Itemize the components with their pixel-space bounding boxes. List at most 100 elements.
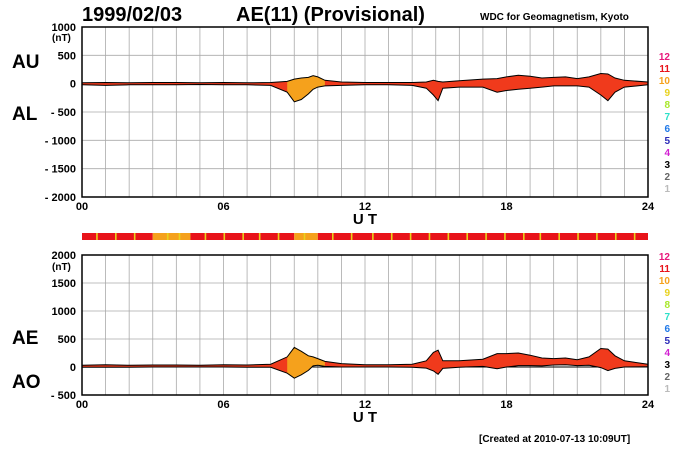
activity-mark — [350, 233, 353, 240]
activity-mark — [614, 233, 617, 240]
x-tick-label: 24 — [642, 201, 655, 213]
series-area-fill — [82, 347, 648, 379]
x-axis-label: U T — [353, 409, 377, 426]
au-label: AU — [12, 52, 40, 73]
x-tick-label: 24 — [642, 399, 655, 411]
x-tick-label: 18 — [500, 201, 512, 213]
x-tick-label: 00 — [76, 201, 88, 213]
unit-label-top: (nT) — [52, 33, 71, 44]
activity-mark — [178, 233, 181, 240]
activity-mark — [504, 233, 506, 240]
legend-bottom: 12 11 10 9 8 7 6 5 4 3 2 1 — [650, 252, 670, 402]
legend-item: 6 — [664, 124, 670, 135]
x-tick-label: 06 — [217, 201, 229, 213]
activity-segment — [82, 233, 153, 240]
activity-mark — [223, 233, 226, 240]
activity-mark — [204, 233, 207, 240]
activity-segment — [294, 233, 318, 240]
legend-item: 5 — [664, 136, 670, 147]
series-line-ae — [81, 346, 649, 366]
legend-top: 12 11 10 9 8 7 6 5 4 3 2 1 — [650, 52, 670, 202]
y-tick-label: 1000 — [52, 22, 76, 34]
activity-mark — [372, 233, 374, 240]
series-line-ao — [81, 364, 649, 379]
legend-item: 8 — [664, 100, 670, 111]
high-activity-fill — [287, 75, 325, 102]
legend-item: 8 — [664, 300, 670, 311]
legend-item: 10 — [658, 76, 670, 87]
activity-segment — [317, 233, 648, 240]
ae-label: AE — [12, 328, 39, 349]
activity-mark — [633, 233, 636, 240]
x-tick-label: 12 — [359, 399, 371, 411]
legend-item: 7 — [664, 312, 670, 323]
activity-mark — [258, 233, 261, 240]
legend-item: 7 — [664, 112, 670, 123]
unit-label-bottom: (nT) — [52, 262, 71, 273]
legend-item: 12 — [658, 52, 670, 63]
activity-mark — [558, 233, 560, 240]
x-axis-label: U T — [353, 211, 377, 228]
plot-frame — [81, 26, 649, 198]
x-tick-label: 06 — [217, 399, 229, 411]
date-label: 1999/02/03 — [82, 4, 183, 26]
legend-item: 12 — [658, 252, 670, 263]
activity-mark — [409, 233, 412, 240]
activity-bar — [82, 233, 648, 240]
y-tick-label: - 1500 — [45, 164, 76, 176]
y-tick-label: - 2000 — [45, 192, 76, 204]
high-activity-fill — [287, 347, 325, 379]
plot-frame — [81, 254, 649, 396]
ao-label: AO — [12, 372, 41, 393]
y-tick-label: - 500 — [51, 390, 76, 402]
legend-item: 11 — [659, 64, 670, 75]
activity-mark — [523, 233, 525, 240]
y-tick-label: 500 — [58, 334, 76, 346]
y-tick-label: 0 — [70, 362, 76, 374]
activity-mark — [539, 233, 542, 240]
series-line-al — [81, 83, 649, 103]
activity-mark — [447, 233, 450, 240]
series-area-fill — [82, 73, 648, 102]
x-tick-label: 12 — [359, 201, 371, 213]
legend-item: 9 — [664, 88, 670, 99]
activity-mark — [390, 233, 393, 240]
legend-item: 5 — [664, 336, 670, 347]
legend-item: 9 — [664, 288, 670, 299]
activity-mark — [485, 233, 487, 240]
legend-item: 2 — [664, 172, 670, 183]
activity-mark — [428, 233, 431, 240]
activity-mark — [277, 233, 280, 240]
y-tick-label: - 1000 — [45, 135, 76, 147]
legend-item: 10 — [658, 276, 670, 287]
legend-item: 4 — [664, 348, 670, 359]
activity-mark — [96, 233, 98, 240]
legend-item: 1 — [664, 184, 670, 195]
chart-title: AE(11) (Provisional) — [236, 4, 425, 26]
legend-item: 3 — [664, 160, 670, 171]
y-tick-label: 0 — [70, 79, 76, 91]
y-tick-label: 2000 — [52, 250, 76, 262]
activity-segment — [152, 233, 191, 240]
legend-item: 3 — [664, 360, 670, 371]
legend-item: 1 — [664, 384, 670, 395]
activity-mark — [577, 233, 579, 240]
activity-mark — [133, 233, 136, 240]
y-tick-label: 500 — [58, 50, 76, 62]
activity-mark — [242, 233, 244, 240]
al-label: AL — [12, 104, 38, 125]
organization-label: WDC for Geomagnetism, Kyoto — [480, 12, 629, 23]
legend-item: 2 — [664, 372, 670, 383]
activity-mark — [466, 233, 469, 240]
activity-mark — [331, 233, 334, 240]
x-tick-label: 18 — [500, 399, 512, 411]
legend-item: 11 — [659, 264, 670, 275]
activity-mark — [166, 233, 169, 240]
activity-mark — [596, 233, 598, 240]
activity-mark — [115, 233, 117, 240]
legend-item: 4 — [664, 148, 670, 159]
activity-mark — [303, 233, 306, 240]
